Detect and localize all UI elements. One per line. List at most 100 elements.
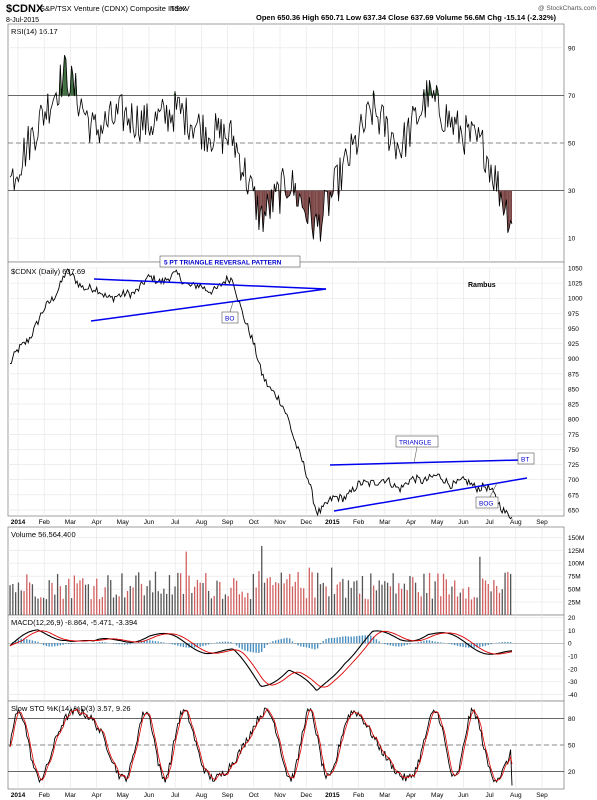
volume-bar bbox=[154, 571, 157, 615]
volume-bar bbox=[216, 580, 218, 615]
y-tick-label: 10 bbox=[568, 236, 576, 243]
volume-bar bbox=[166, 593, 168, 615]
price-line bbox=[9, 268, 513, 520]
volume-bar bbox=[370, 573, 372, 615]
macd-histogram-bar bbox=[283, 638, 285, 644]
y-tick-label: -40 bbox=[568, 692, 578, 699]
volume-bar bbox=[275, 582, 277, 615]
volume-bar bbox=[163, 588, 165, 615]
macd-histogram-bar bbox=[70, 643, 73, 644]
volume-bar bbox=[375, 590, 378, 615]
macd-histogram-bar bbox=[260, 643, 263, 652]
volume-bars bbox=[9, 545, 512, 615]
volume-bar bbox=[14, 592, 17, 615]
y-tick-label: 950 bbox=[568, 326, 579, 333]
macd-histogram-bar bbox=[336, 637, 338, 644]
rsi-oversold-fill bbox=[312, 190, 314, 240]
macd-histogram-bar bbox=[501, 642, 503, 644]
macd-histogram-bar bbox=[219, 641, 221, 644]
macd-histogram-bar bbox=[121, 643, 123, 645]
volume-bar bbox=[283, 583, 285, 615]
x-label-bottom: May bbox=[117, 792, 130, 799]
macd-histogram-bar bbox=[392, 643, 394, 646]
volume-bar bbox=[381, 584, 383, 615]
y-tick-label: 925 bbox=[568, 341, 579, 348]
macd-histogram-bar bbox=[339, 637, 341, 644]
x-label-bottom: Jun bbox=[144, 792, 155, 799]
svg-text:BT: BT bbox=[521, 457, 529, 464]
volume-bar bbox=[277, 583, 280, 615]
macd-histogram-bar bbox=[216, 642, 218, 644]
macd-histogram-bar bbox=[238, 643, 241, 648]
volume-bar bbox=[487, 583, 489, 615]
volume-bar bbox=[473, 597, 475, 615]
volume-bar bbox=[193, 586, 196, 615]
y-tick-label: 700 bbox=[568, 477, 579, 484]
macd-histogram-bar bbox=[146, 640, 148, 644]
macd-histogram-bar bbox=[423, 640, 425, 644]
x-label-top: Feb bbox=[353, 519, 365, 526]
macd-histogram-bar bbox=[31, 640, 34, 644]
macd-histogram-bar bbox=[249, 643, 252, 652]
y-tick-label: 20 bbox=[568, 769, 576, 776]
volume-bar bbox=[437, 573, 439, 615]
volume-bar bbox=[294, 581, 296, 615]
rsi-oversold-fill bbox=[316, 190, 318, 227]
macd-histogram-bar bbox=[344, 636, 347, 644]
x-label-bottom: Jul bbox=[485, 792, 494, 799]
macd-histogram-bar bbox=[241, 643, 243, 650]
volume-bar bbox=[79, 580, 81, 615]
y-tick-label: 1000 bbox=[568, 296, 583, 303]
volume-bar bbox=[342, 578, 344, 615]
macd-histogram-bar bbox=[123, 643, 126, 645]
rsi-series bbox=[9, 55, 513, 242]
y-tick-label: 875 bbox=[568, 371, 579, 378]
volume-bar bbox=[56, 573, 59, 615]
macd-histogram-bar bbox=[305, 643, 308, 648]
volume-bar bbox=[54, 594, 56, 615]
volume-bar bbox=[235, 580, 238, 615]
volume-bar bbox=[233, 578, 235, 615]
label-triangle: TRIANGLE bbox=[395, 435, 439, 464]
volume-bar bbox=[107, 575, 109, 615]
macd-histogram-bar bbox=[163, 642, 165, 644]
volume-bar bbox=[333, 594, 336, 615]
volume-bar bbox=[261, 545, 263, 615]
macd-histogram-bar bbox=[59, 643, 62, 646]
volume-bar bbox=[456, 596, 459, 615]
macd-histogram-bar bbox=[34, 641, 36, 644]
ohlc-readout: Open 650.36 High 650.71 Low 637.34 Close… bbox=[256, 13, 556, 22]
volume-bar bbox=[210, 598, 213, 615]
macd-histogram-bar bbox=[286, 637, 288, 644]
volume-bar bbox=[428, 572, 431, 615]
index-name: S&P/TSX Venture (CDNX) Composite Index bbox=[40, 4, 187, 13]
volume-bar bbox=[140, 583, 143, 615]
macd-histogram-bar bbox=[302, 643, 305, 647]
macd-histogram-bar bbox=[291, 641, 294, 644]
macd-histogram-bar bbox=[266, 643, 268, 645]
y-tick-label: -20 bbox=[568, 666, 578, 673]
volume-bar bbox=[205, 573, 207, 615]
volume-bar bbox=[126, 591, 129, 615]
y-tick-label: 125M bbox=[568, 548, 584, 555]
volume-bar bbox=[9, 585, 11, 615]
macd-histogram-bar bbox=[375, 639, 378, 644]
x-label-bottom: Dec bbox=[300, 792, 312, 799]
svg-text:5 PT TRIANGLE REVERSAL PATTERN: 5 PT TRIANGLE REVERSAL PATTERN bbox=[164, 260, 282, 267]
volume-bar bbox=[501, 589, 503, 615]
macd-histogram-bar bbox=[322, 640, 324, 644]
macd-histogram-bar bbox=[462, 643, 464, 648]
volume-bar bbox=[314, 597, 316, 615]
volume-bar bbox=[51, 582, 53, 615]
rsi-oversold-fill bbox=[507, 190, 510, 233]
volume-bar bbox=[188, 575, 190, 615]
volume-bar bbox=[406, 590, 408, 615]
volume-bar bbox=[37, 598, 39, 615]
macd-histogram-bar bbox=[112, 643, 115, 644]
volume-bar bbox=[493, 580, 495, 615]
macd-histogram-bar bbox=[160, 641, 162, 644]
rsi-oversold-fill bbox=[296, 190, 299, 207]
volume-bar bbox=[361, 575, 364, 615]
macd-histogram-bar bbox=[311, 643, 313, 649]
rsi-oversold-fill bbox=[314, 190, 317, 218]
